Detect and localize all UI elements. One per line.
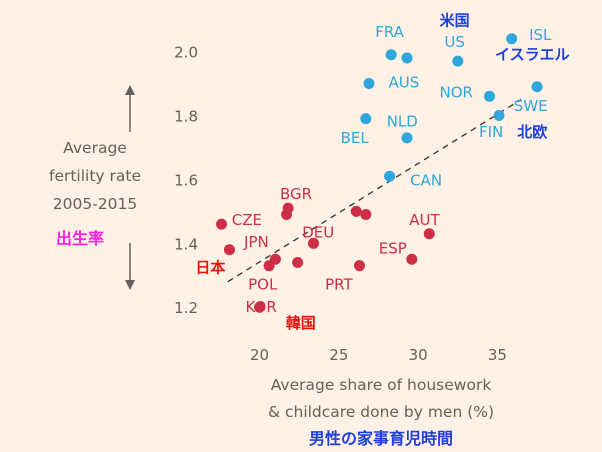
x-tick-label: 25 [329,346,348,364]
data-point [493,109,505,121]
data-point [223,244,235,256]
data-point [363,78,375,90]
y-axis-ticks: 1.2 1.4 1.6 1.8 2.0 [174,44,198,318]
point-label: NLD [387,113,418,131]
data-point [281,209,293,221]
y-tick-label: 1.2 [174,299,198,317]
x-axis-title-line: Average share of housework [271,376,492,394]
y-axis-title-line: Average [63,139,127,157]
point-label: DEU [302,224,334,242]
data-point [350,205,362,217]
y-tick-label: 1.6 [174,171,198,189]
point-label: AUS [388,74,419,92]
point-label: BEL [341,129,370,147]
data-point [292,256,304,268]
y-axis-title-line: fertility rate [49,167,141,185]
data-point [307,237,319,249]
point-labels: FRA 米国 US ISL イスラエル AUS NOR SWE NLD FIN 北欧 BEL CAN BG… [195,11,569,332]
point-label: 北欧 [517,123,547,141]
point-label: イスラエル [495,46,570,64]
point-label: KOR [246,298,277,316]
point-label: SWE [514,97,548,115]
data-point [452,55,464,67]
point-label: CZE [232,211,262,229]
x-tick-label: 30 [409,346,428,364]
y-axis-title-line: 2005-2015 [53,195,138,213]
data-point [531,81,543,93]
point-label: NOR [439,84,472,102]
point-label: 日本 [195,259,225,277]
data-point [484,90,495,102]
point-label: 韓国 [286,314,316,332]
point-label: ESP [379,240,407,258]
point-label: CAN [410,171,442,189]
y-tick-label: 2.0 [174,44,198,62]
data-point [254,301,266,313]
point-label: ISL [529,26,552,44]
point-label: POL [248,276,278,294]
data-point [406,253,418,265]
data-point [353,260,365,272]
y-tick-label: 1.8 [174,107,198,125]
point-label: JPN [243,233,269,251]
x-tick-label: 35 [488,346,507,364]
point-label: AUT [409,211,440,229]
point-label: FRA [375,23,404,41]
x-axis-ticks: 20 25 30 35 [250,346,507,364]
y-axis-title: Average fertility rate 2005-2015 [49,139,141,213]
x-axis-title: Average share of housework & childcare do… [268,376,494,421]
data-point [360,113,372,125]
x-axis-title-line: & childcare done by men (%) [268,403,494,421]
data-point [360,209,372,221]
y-axis-title-japanese: 出生率 [56,229,104,248]
data-point [401,132,413,144]
point-label: 米国 [440,11,470,29]
data-point [384,170,396,182]
data-point [385,49,397,61]
data-point [506,33,518,45]
data-points [216,33,543,313]
y-axis-arrow [125,85,135,290]
point-label: US [444,33,465,51]
data-point [263,260,275,272]
data-point [401,52,413,64]
x-axis-title-japanese: 男性の家事育児時間 [309,429,453,448]
point-label: BGR [280,185,312,203]
point-label: FIN [479,123,503,141]
x-tick-label: 20 [250,346,269,364]
trend-line [227,98,522,283]
point-label: PRT [325,276,353,294]
data-point [216,218,228,230]
data-point [423,228,435,240]
y-tick-label: 1.4 [174,235,198,253]
